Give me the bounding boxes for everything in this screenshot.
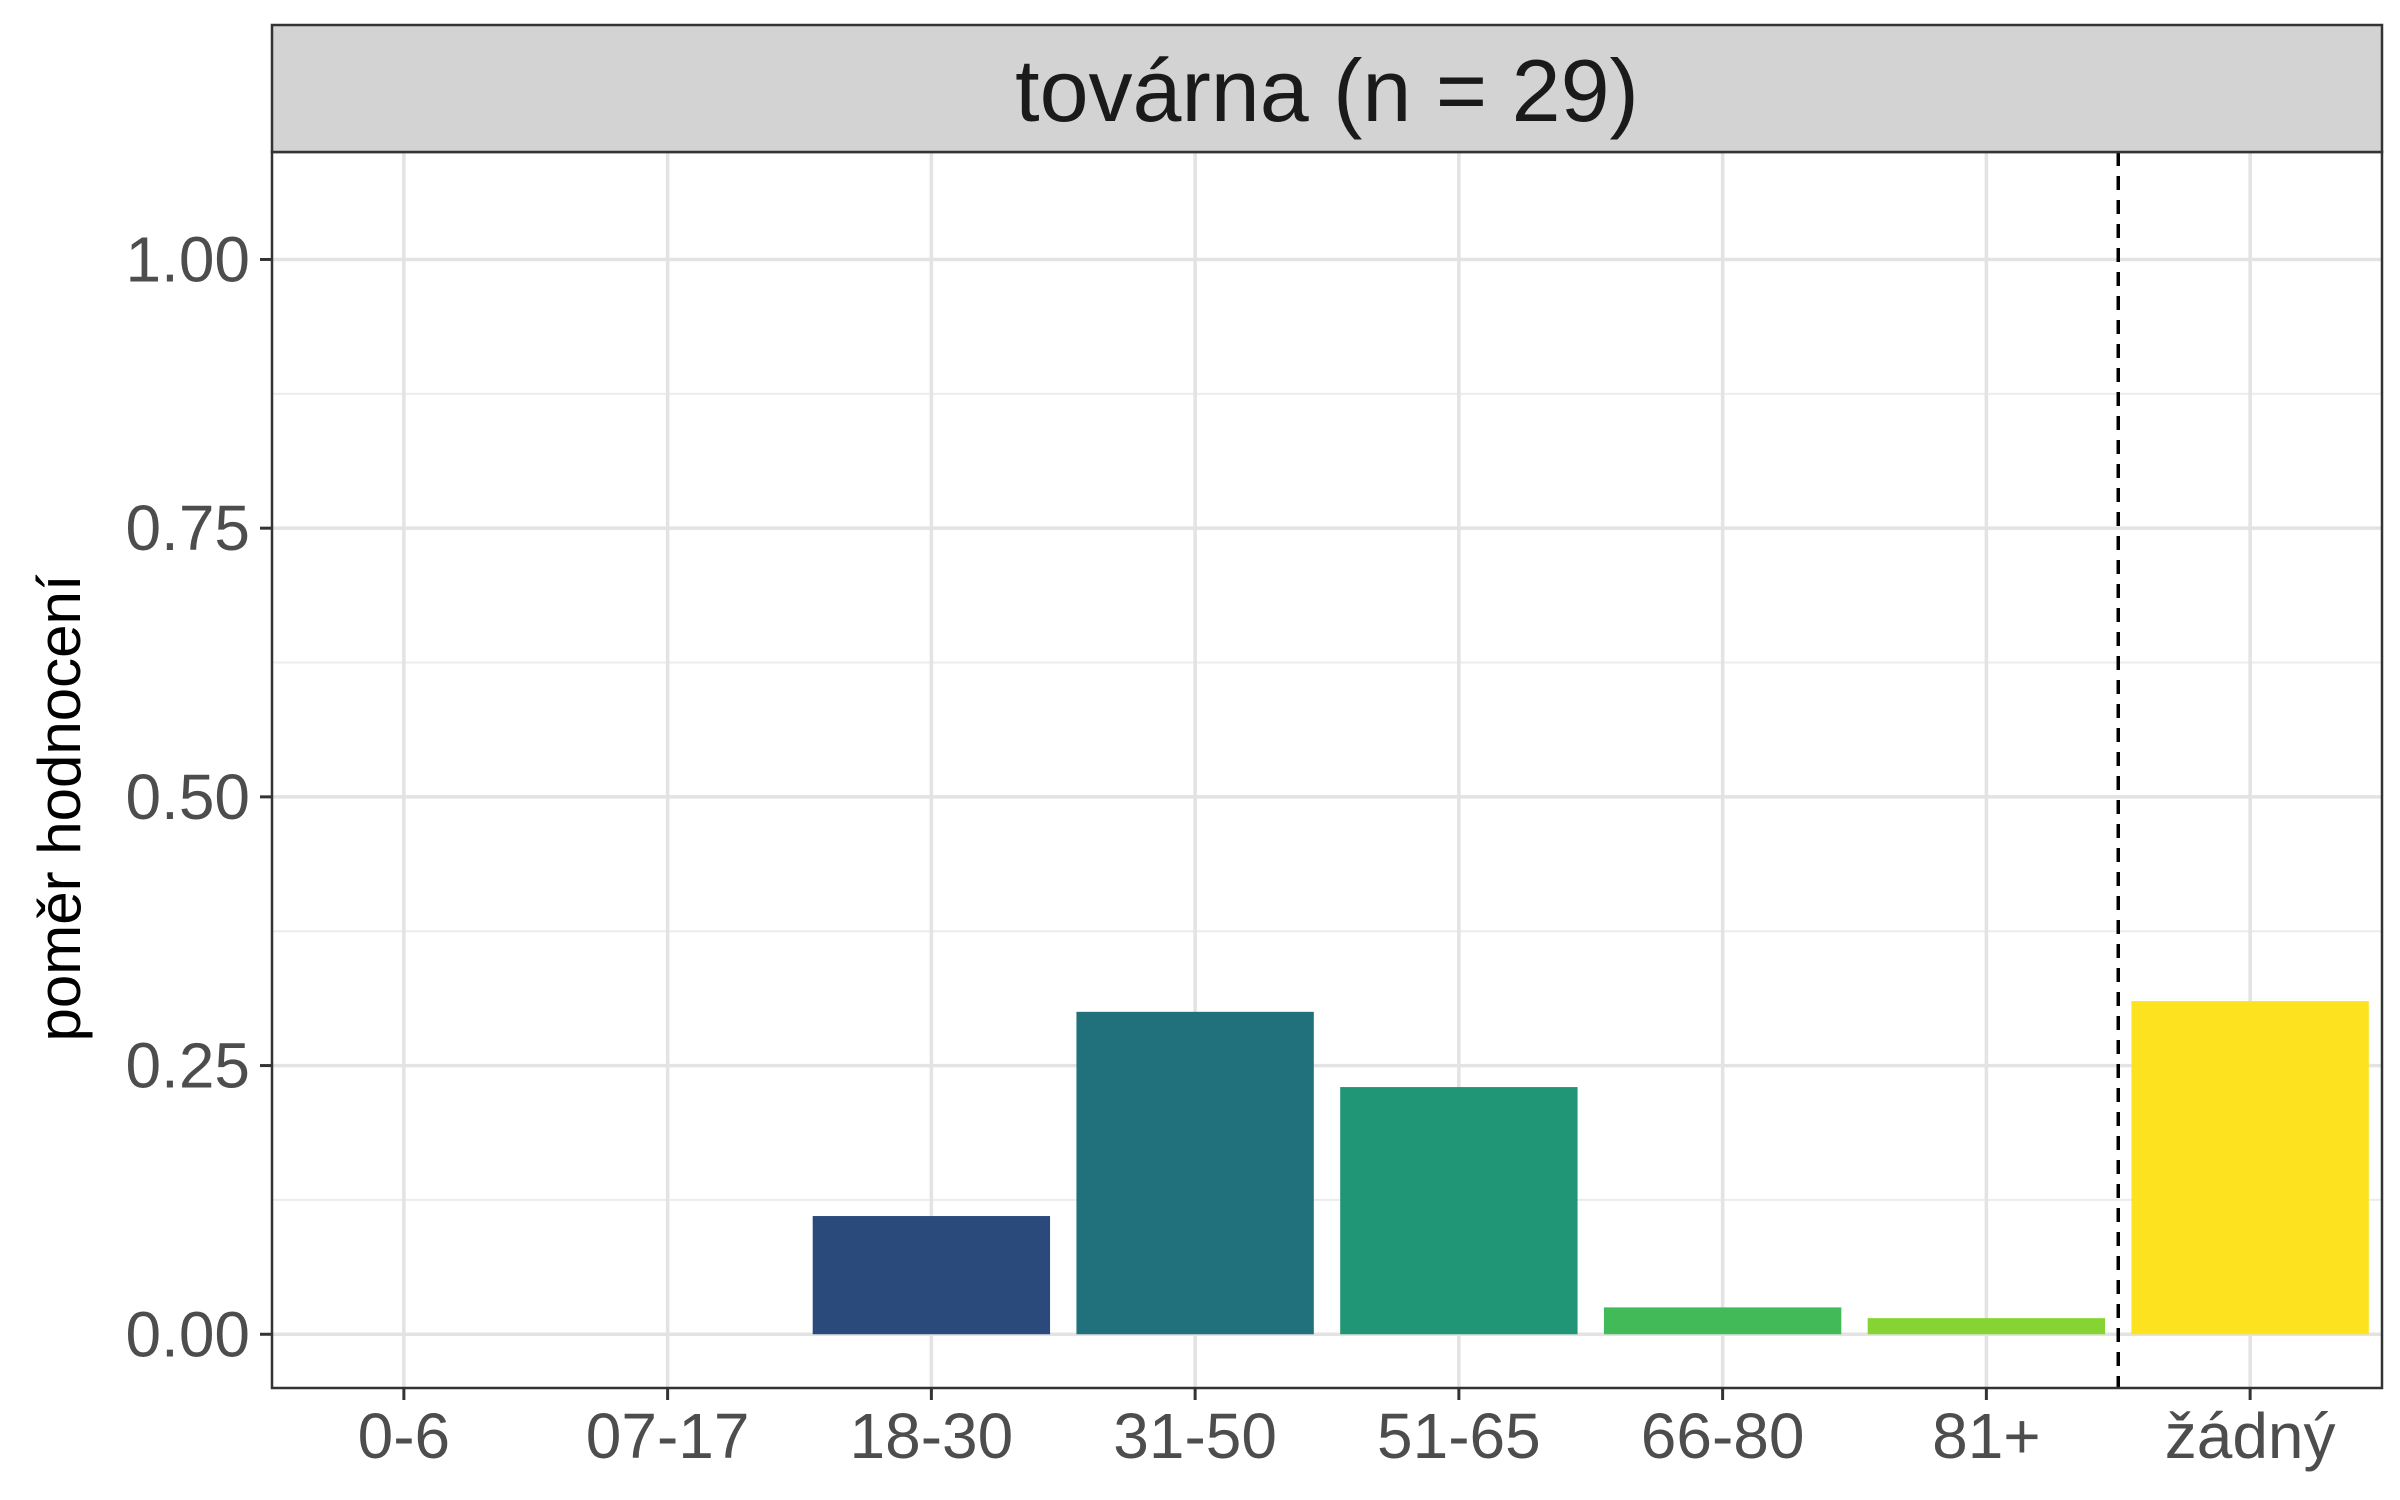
x-tick-label: 07-17: [586, 1400, 750, 1472]
facet-title: továrna (n = 29): [1015, 41, 1639, 140]
y-tick-label: 1.00: [125, 223, 250, 295]
y-tick-label: 0.00: [125, 1298, 250, 1370]
bar-51-65: [1340, 1087, 1577, 1334]
x-tick-label: 66-80: [1641, 1400, 1805, 1472]
facet-strip: továrna (n = 29): [272, 25, 2382, 152]
y-tick-label: 0.75: [125, 492, 250, 564]
x-tick-label: 18-30: [850, 1400, 1014, 1472]
y-axis-title: poměr hodnocení: [26, 574, 93, 1041]
bar-66-80: [1604, 1307, 1841, 1334]
x-tick-label: 81+: [1932, 1400, 2041, 1472]
y-tick-label: 0.50: [125, 761, 250, 833]
grid-lines: [272, 152, 2382, 1388]
panel-border: [272, 152, 2382, 1388]
y-tick-label: 0.25: [125, 1030, 250, 1102]
x-tick-label: žádný: [2165, 1400, 2336, 1472]
bar-81+: [1868, 1318, 2105, 1334]
y-axis: 0.00 0.25 0.50 0.75 1.00: [125, 223, 272, 1370]
bar-žádný: [2131, 1001, 2368, 1334]
bar-18-30: [813, 1216, 1050, 1334]
x-tick-label: 51-65: [1377, 1400, 1541, 1472]
x-tick-label: 31-50: [1113, 1400, 1277, 1472]
bars: [813, 1001, 2369, 1334]
x-axis: 0-6 07-17 18-30 31-50 51-65 66-80 81+ žádný: [358, 1388, 2336, 1472]
x-tick-label: 0-6: [358, 1400, 451, 1472]
bar-31-50: [1076, 1012, 1313, 1334]
